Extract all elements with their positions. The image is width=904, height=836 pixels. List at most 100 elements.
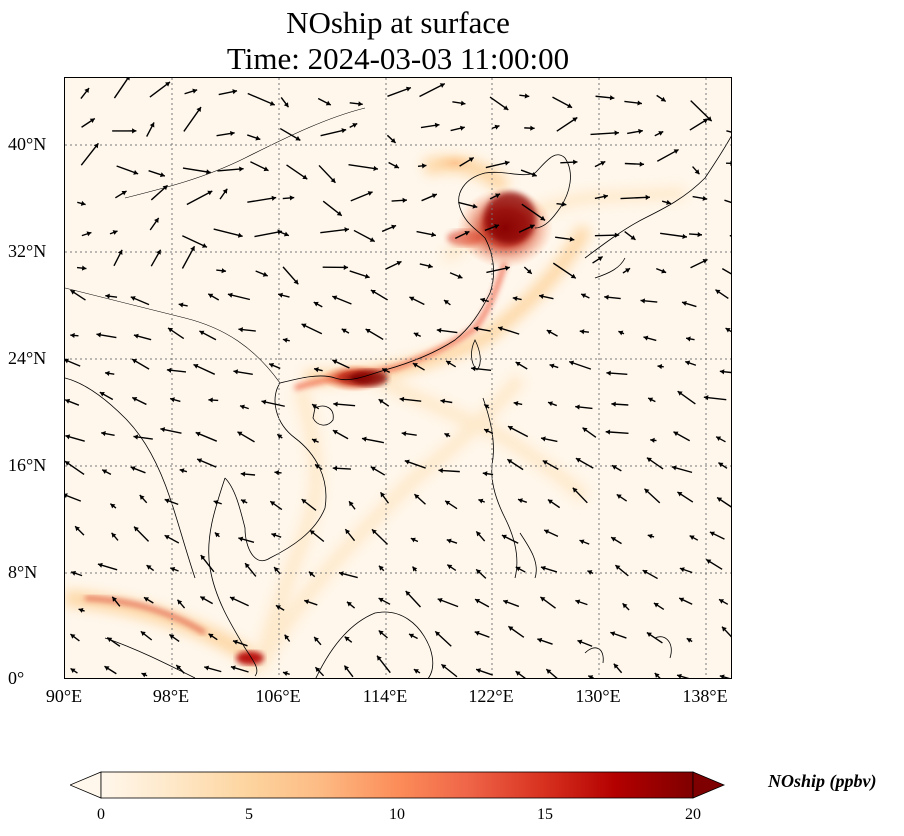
wind-vector-head	[537, 637, 543, 643]
wind-vector-head	[132, 128, 137, 134]
wind-vector-head	[65, 461, 70, 466]
wind-vector-head	[682, 300, 687, 306]
wind-vector-head	[263, 166, 269, 172]
wind-vector-head	[86, 231, 92, 237]
wind-vector-head	[107, 637, 113, 643]
wind-vector-head	[482, 471, 488, 477]
wind-vector-head	[277, 229, 283, 235]
graticule	[65, 78, 731, 678]
wind-vector-head	[393, 163, 399, 169]
wind-vector-head	[443, 300, 449, 305]
wind-vector-head	[582, 427, 588, 433]
wind-vector-head	[341, 128, 347, 134]
wind-vector-head	[605, 429, 611, 435]
wind-vector-head	[706, 559, 712, 564]
wind-vector-head	[373, 165, 378, 171]
wind-vector-head	[460, 125, 465, 131]
wind-vector-head	[513, 401, 519, 407]
wind-vector-head	[539, 293, 544, 299]
wind-vector-head	[344, 665, 350, 671]
wind-vector-head	[484, 404, 490, 410]
wind-vector-head	[333, 401, 338, 407]
wind-vector-head	[140, 631, 146, 637]
wind-vector	[521, 203, 546, 221]
wind-vector-head	[230, 130, 235, 137]
wind-vector-head	[154, 217, 159, 223]
wind-vector-head	[410, 537, 416, 543]
wind-vector-head	[332, 295, 338, 301]
lon-tick-label: 122°E	[468, 686, 514, 706]
wind-vector-head	[312, 404, 318, 409]
wind-vector-head	[399, 396, 405, 402]
wind-vector-head	[606, 370, 611, 376]
wind-vector	[183, 106, 202, 132]
wind-vector-head	[197, 458, 203, 464]
wind-vector	[113, 78, 129, 99]
wind-vector-head	[549, 363, 555, 369]
wind-vector-head	[304, 599, 310, 605]
wind-vector-head	[604, 294, 609, 300]
wind-vector-head	[679, 567, 685, 573]
wind-vector-head	[284, 634, 290, 640]
wind-vector-head	[484, 428, 490, 434]
wind-vector-head	[293, 279, 299, 285]
wind-vector-head	[112, 596, 117, 602]
wind-vector-head	[132, 397, 138, 402]
wind-vector-head	[476, 531, 482, 537]
wind-vector-head	[689, 535, 695, 540]
wind-vector-head	[315, 464, 321, 469]
wind-vector-head	[609, 95, 615, 101]
wind-vector-head	[570, 273, 576, 279]
wind-vector	[660, 232, 688, 238]
wind-vector-head	[261, 399, 267, 405]
wind-vector-head	[269, 100, 275, 106]
wind-vector-head	[579, 539, 585, 545]
wind-vector-head	[229, 596, 235, 602]
wind-vector	[726, 130, 731, 133]
wind-vector-head	[101, 431, 106, 437]
wind-vector-head	[134, 526, 139, 532]
wind-vector-head	[472, 203, 478, 209]
map-background	[65, 78, 731, 678]
wind-vector-head	[262, 271, 268, 277]
colorbar-min-extend	[68, 771, 102, 799]
wind-vector-head	[412, 566, 418, 572]
wind-vector-head	[561, 201, 567, 207]
wind-vector-head	[405, 590, 411, 596]
wind-vector-head	[682, 233, 687, 239]
wind-vector-head	[524, 93, 530, 99]
wind-vector-head	[341, 328, 347, 334]
wind-vector-head	[575, 599, 581, 605]
wind-vector-head	[616, 494, 622, 499]
wind-vector-head	[518, 498, 523, 504]
wind-vector-head	[206, 169, 211, 175]
wind-vector-head	[703, 395, 709, 401]
wind-vector-head	[427, 263, 433, 269]
wind-vector-head	[643, 335, 649, 341]
wind-vector	[724, 199, 731, 204]
lon-tick-label: 106°E	[255, 686, 301, 706]
wind-vector-head	[501, 534, 507, 540]
wind-vector-head	[193, 363, 199, 369]
wind-vector-head	[702, 195, 708, 201]
wind-vector-head	[179, 468, 185, 474]
wind-vector-head	[239, 166, 244, 172]
wind-vector-head	[648, 397, 654, 403]
wind-vector	[620, 196, 651, 200]
wind-vector-head	[70, 290, 76, 295]
wind-vector-head	[577, 639, 583, 645]
wind-vector-head	[352, 123, 358, 128]
wind-vector-head	[567, 103, 573, 108]
wind-vector-head	[476, 668, 481, 674]
wind-vector-head	[600, 161, 606, 166]
wind-vector-head	[295, 135, 301, 141]
wind-vector-head	[274, 470, 280, 476]
wind-vector-head	[208, 397, 213, 403]
wind-vector-head	[93, 143, 99, 149]
lat-tick-label: 24°N	[8, 348, 47, 368]
wind-vector-head	[625, 268, 631, 273]
wind-vector-head	[176, 665, 182, 670]
wind-vector-head	[65, 434, 71, 440]
wind-vector-head	[332, 359, 338, 365]
wind-vector	[182, 235, 208, 248]
